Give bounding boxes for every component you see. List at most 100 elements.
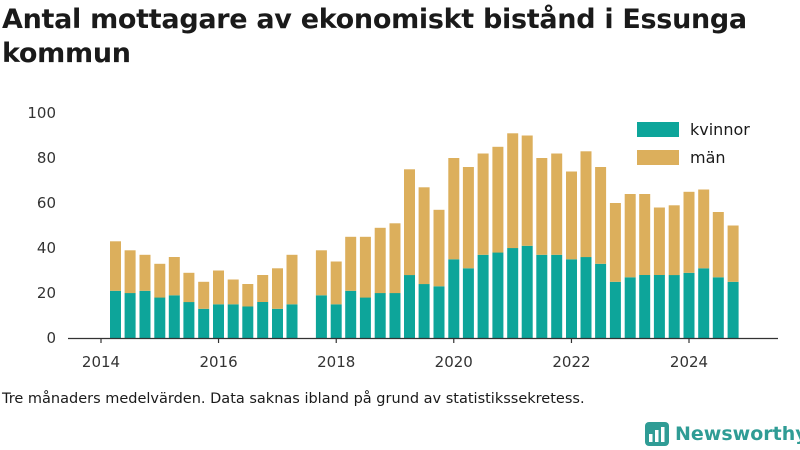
y-tick-label: 80	[37, 149, 56, 167]
bar-kvinnor	[227, 304, 239, 339]
x-tick-label: 2024	[670, 353, 708, 371]
bar-kvinnor	[168, 295, 180, 339]
chart-title: Antal mottagare av ekonomiskt bistånd i …	[2, 4, 747, 69]
bar-man	[492, 146, 504, 253]
bar-man	[507, 133, 519, 249]
bar-man	[154, 263, 166, 298]
bar-man	[139, 254, 151, 291]
bar-man	[183, 272, 195, 303]
bar-kvinnor	[345, 290, 357, 339]
bar-man	[477, 153, 489, 255]
bar-kvinnor	[566, 259, 577, 339]
bar-man	[580, 151, 592, 258]
bar-man	[448, 158, 460, 260]
bar-man	[389, 223, 401, 294]
bar-kvinnor	[389, 293, 401, 338]
bar-kvinnor	[154, 297, 166, 338]
bar-man	[213, 270, 224, 305]
bar-kvinnor	[404, 275, 415, 338]
bar-man	[257, 275, 269, 302]
bar-man	[683, 191, 695, 273]
x-tick-label: 2020	[435, 353, 473, 371]
bar-kvinnor	[551, 254, 563, 339]
bar-kvinnor	[595, 263, 607, 339]
bar-kvinnor	[477, 254, 489, 339]
y-tick-label: 20	[37, 284, 56, 302]
bar-man	[668, 205, 680, 276]
bar-man	[551, 153, 563, 255]
bar-kvinnor	[315, 295, 327, 339]
bar-kvinnor	[433, 286, 445, 339]
bar-kvinnor	[653, 275, 665, 338]
bar-kvinnor	[139, 290, 151, 339]
bar-kvinnor	[183, 302, 195, 338]
y-tick-label: 40	[37, 239, 56, 257]
bar-kvinnor	[624, 277, 636, 339]
x-tick-label: 2016	[199, 353, 237, 371]
bar-man	[345, 236, 357, 291]
bar-man	[609, 203, 621, 282]
bar-man	[404, 169, 415, 276]
bar-man	[639, 194, 651, 275]
x-tick-label: 2018	[317, 353, 355, 371]
bar-kvinnor	[712, 277, 724, 339]
bar-man	[198, 281, 210, 309]
bar-man	[315, 250, 327, 296]
y-tick-label: 60	[37, 194, 56, 212]
bar-man	[521, 135, 533, 246]
bar-kvinnor	[639, 275, 651, 338]
bar-man	[536, 158, 548, 255]
legend-swatch-man	[637, 150, 679, 165]
bar-man	[374, 227, 386, 294]
bar-kvinnor	[668, 275, 680, 338]
bar-man	[624, 194, 636, 278]
newsworthy-logo-icon	[645, 422, 669, 446]
bar-kvinnor	[462, 268, 474, 339]
legend-label-kvinnor: kvinnor	[690, 120, 750, 139]
y-tick-label: 0	[46, 329, 56, 347]
bar-kvinnor	[727, 281, 739, 339]
bar-kvinnor	[110, 290, 121, 339]
bar-man	[286, 254, 298, 305]
bar-kvinnor	[609, 281, 621, 339]
bar-man	[727, 225, 739, 282]
bar-kvinnor	[374, 293, 386, 338]
chart-footnote: Tre månaders medelvärden. Data saknas ib…	[2, 391, 585, 407]
bar-man	[418, 187, 430, 285]
bar-man	[433, 209, 445, 287]
bar-kvinnor	[359, 297, 371, 338]
bar-kvinnor	[448, 259, 460, 339]
bar-man	[595, 167, 607, 264]
bar-kvinnor	[257, 302, 269, 338]
brand-name: Newsworthy	[675, 423, 800, 445]
legend-swatch-kvinnor	[637, 122, 679, 137]
bar-man	[653, 207, 665, 275]
bar-kvinnor	[286, 304, 298, 339]
bar-kvinnor	[330, 304, 342, 339]
bar-man	[168, 257, 180, 296]
bar-man	[242, 284, 254, 307]
bar-kvinnor	[580, 257, 592, 338]
bar-man	[462, 167, 474, 269]
bar-kvinnor	[213, 304, 224, 339]
x-tick-label: 2022	[552, 353, 590, 371]
bar-kvinnor	[507, 248, 519, 338]
bar-man	[272, 268, 283, 309]
bar-kvinnor	[536, 254, 548, 339]
bar-kvinnor	[521, 245, 533, 339]
bar-man	[227, 279, 239, 305]
bar-kvinnor	[272, 308, 283, 339]
bar-kvinnor	[683, 272, 695, 339]
bar-kvinnor	[198, 308, 210, 339]
bar-man	[124, 250, 136, 294]
bar-kvinnor	[124, 293, 136, 338]
bar-kvinnor	[242, 306, 254, 338]
y-tick-label: 100	[27, 104, 56, 122]
bar-kvinnor	[698, 268, 710, 339]
bar-man	[359, 236, 371, 298]
bar-kvinnor	[418, 284, 430, 338]
bar-man	[698, 189, 710, 269]
legend-label-man: män	[690, 148, 726, 167]
bar-kvinnor	[492, 252, 504, 338]
x-tick-label: 2014	[82, 353, 120, 371]
